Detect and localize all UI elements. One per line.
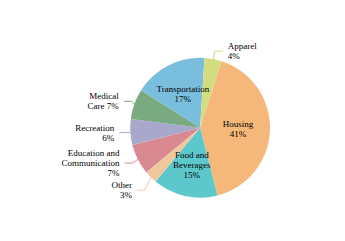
- svg-text:41%: 41%: [230, 129, 247, 139]
- svg-text:Transportation: Transportation: [157, 84, 210, 94]
- svg-text:Other: Other: [112, 180, 133, 190]
- svg-text:Food and: Food and: [175, 150, 209, 160]
- svg-text:6%: 6%: [102, 133, 115, 143]
- svg-text:Beverages: Beverages: [173, 160, 211, 170]
- svg-text:3%: 3%: [120, 190, 133, 200]
- svg-text:Medical: Medical: [89, 91, 119, 101]
- svg-text:Communication: Communication: [61, 158, 119, 168]
- svg-text:17%: 17%: [175, 94, 192, 104]
- svg-text:15%: 15%: [184, 170, 201, 180]
- svg-text:7%: 7%: [107, 168, 120, 178]
- svg-text:Care 7%: Care 7%: [88, 101, 120, 111]
- svg-text:Apparel: Apparel: [228, 41, 257, 51]
- svg-text:Housing: Housing: [223, 119, 254, 129]
- svg-text:Education and: Education and: [68, 148, 120, 158]
- svg-text:Recreation: Recreation: [75, 123, 114, 133]
- svg-text:4%: 4%: [228, 51, 241, 61]
